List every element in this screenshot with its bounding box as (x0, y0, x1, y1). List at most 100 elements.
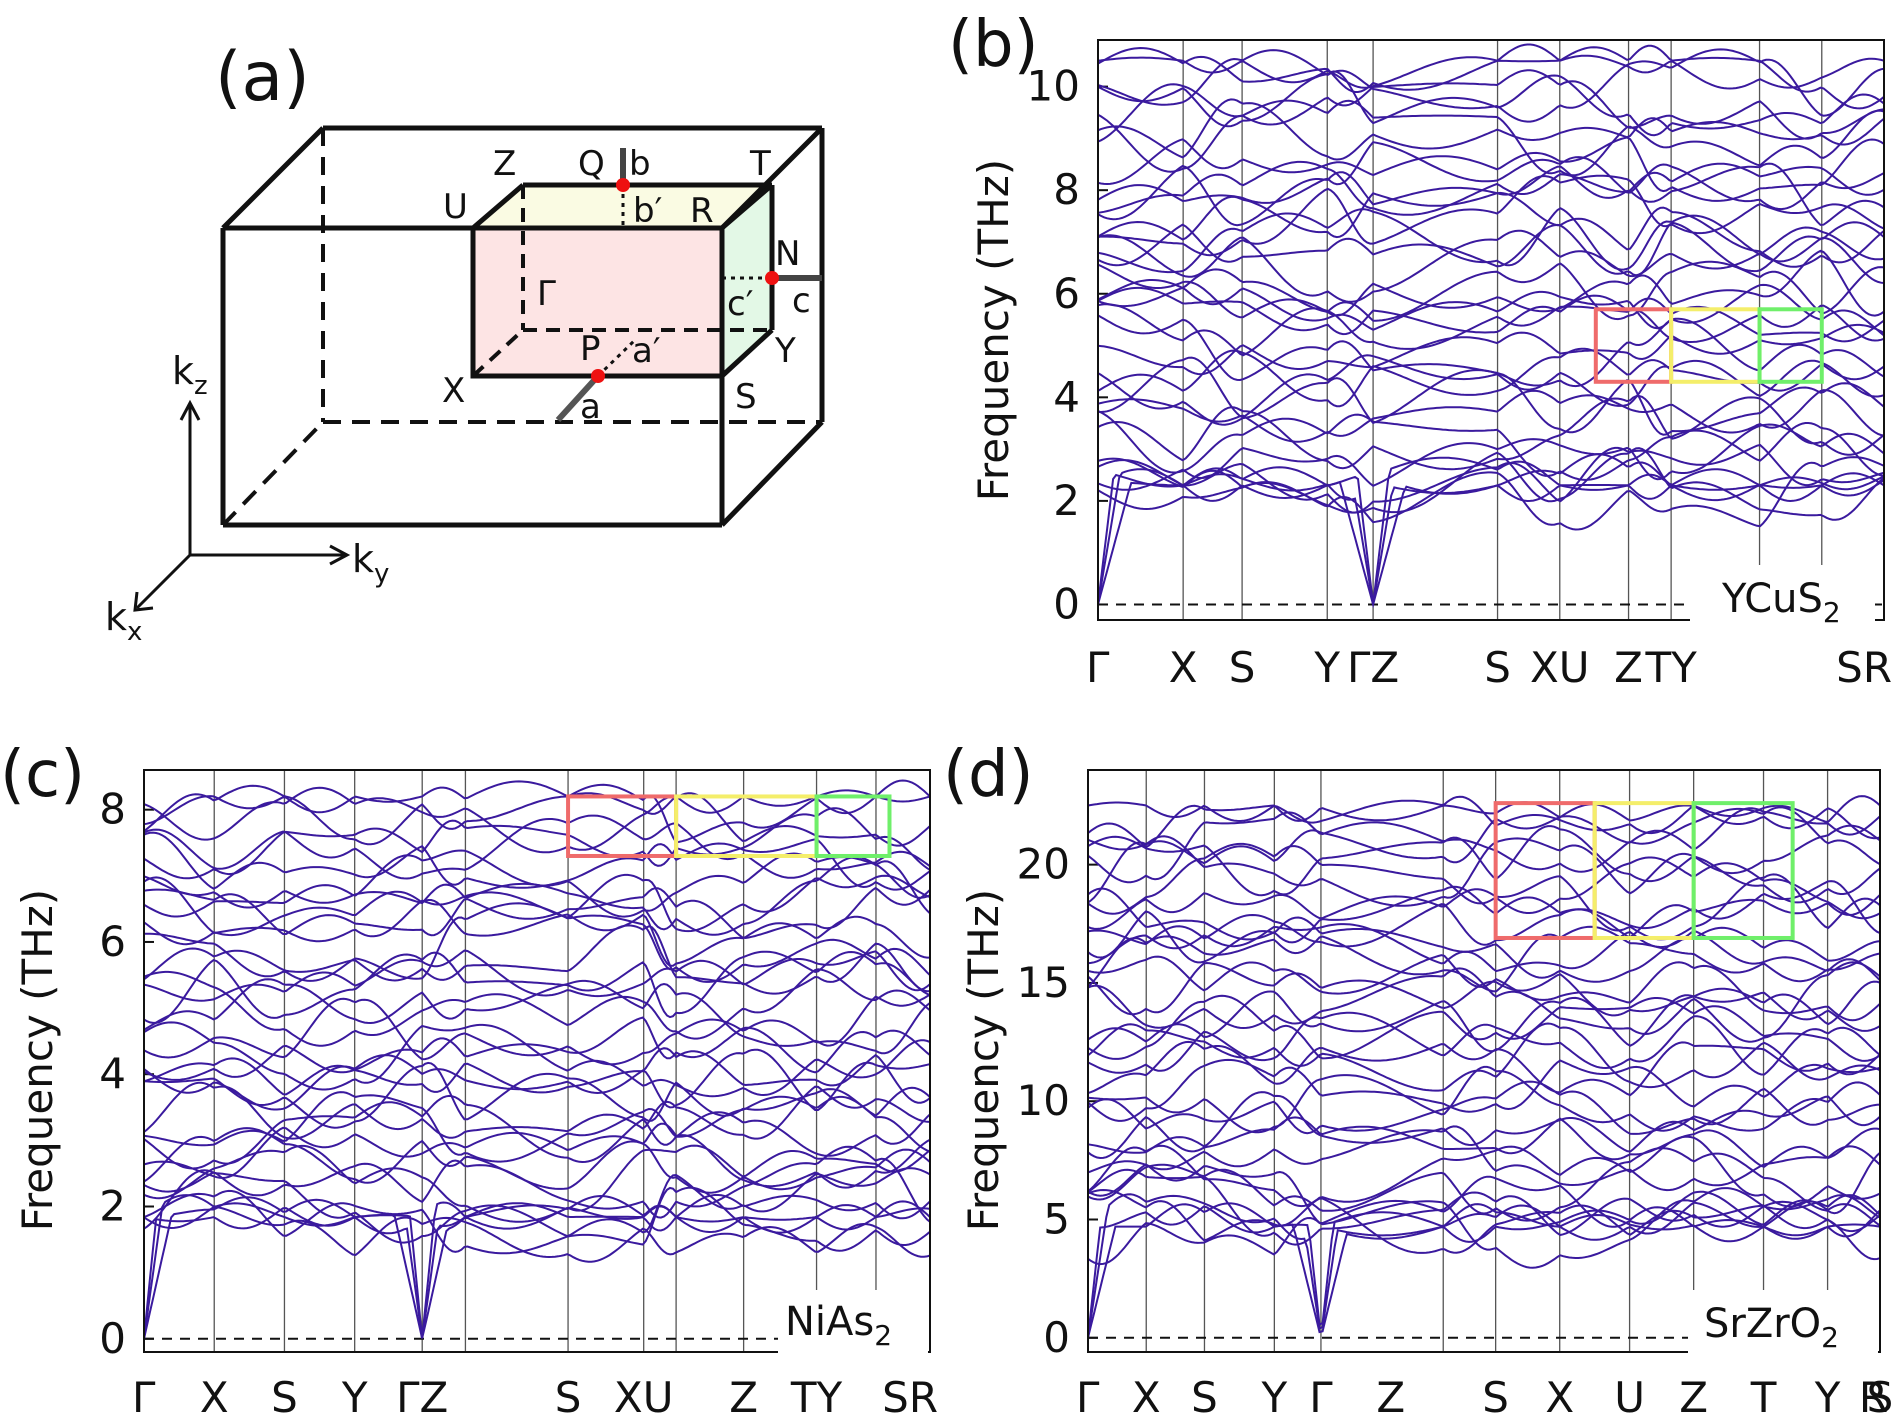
panel-b-band-35 (1097, 43, 1885, 90)
panel-b-band-4 (1097, 447, 1885, 521)
panel-c-band-34 (143, 783, 931, 846)
panel-d-band-19 (1087, 990, 1881, 1053)
panel-b-band-26 (1097, 160, 1885, 216)
panel-b-band-12 (1097, 347, 1885, 408)
panel-d-band-25 (1087, 910, 1881, 983)
panel-d-band-27 (1087, 880, 1881, 944)
panel-d-band-20 (1087, 961, 1881, 1043)
panel-c-ytick-label-3: 6 (99, 917, 126, 966)
panel-b-band-31 (1097, 69, 1885, 143)
panel-d-hs-label-5: Z (1376, 1373, 1405, 1419)
bz-label-u: U (443, 187, 468, 227)
panel-d-band-18 (1087, 994, 1881, 1062)
panel-d-band-24 (1087, 923, 1881, 982)
panel-d-hs-label-3: Y (1261, 1373, 1288, 1419)
panel-c-band-13 (143, 1061, 931, 1129)
panel-d-band-30 (1087, 835, 1881, 907)
panel-b-band-3 (1097, 456, 1885, 531)
panel-c-hs-label-4: ΓZ (396, 1373, 448, 1419)
panel-d-hs-label-13: R (1859, 1373, 1888, 1419)
panel-b-letter: (b) (948, 8, 1039, 82)
axis-label-kz: kz (172, 349, 208, 401)
bz-label-b-prime: b′ (633, 191, 662, 231)
panel-c-hs-label-0: Γ (132, 1373, 156, 1419)
inner-box (470, 182, 775, 379)
panel-d-band-22 (1087, 954, 1881, 1022)
panel-b-ytick-label-4: 8 (1053, 165, 1080, 214)
panel-c-ytick-label-2: 4 (99, 1049, 126, 1098)
panel-d-band-23 (1087, 925, 1881, 993)
panel-d-hs-label-11: Y (1814, 1373, 1841, 1419)
bz-label-z: Z (493, 144, 516, 184)
panel-c-hs-label-5: S (555, 1373, 582, 1419)
panel-c-band-0 (143, 1193, 931, 1340)
panel-d-band-10 (1087, 1115, 1881, 1168)
panel-c-band-16 (143, 1021, 931, 1098)
panel-d-hs-label-6: S (1482, 1373, 1509, 1419)
panel-b-band-18 (1097, 260, 1885, 322)
panel-c-hs-label-6: XU (614, 1373, 674, 1419)
panel-b-band-15 (1097, 297, 1885, 357)
panel-b-band-27 (1097, 141, 1885, 211)
panel-d-band-14 (1087, 1058, 1881, 1122)
panel-b-band-17 (1097, 283, 1885, 337)
panel-d-hs-label-10: T (1750, 1373, 1777, 1419)
bz-label-n: N (775, 234, 800, 274)
panel-c-band-3 (143, 1206, 931, 1263)
bz-label-s: S (735, 377, 757, 417)
panel-d-band-3 (1087, 1187, 1881, 1269)
panel-c-band-2 (143, 1200, 931, 1339)
bz-label-t: T (749, 144, 771, 184)
panel-d-highlight-green (1691, 801, 1795, 940)
panel-d-letter: (d) (943, 738, 1034, 812)
panel-b-band-32 (1097, 70, 1885, 137)
panel-b-band-25 (1097, 162, 1885, 227)
panel-c-band-8 (143, 1122, 931, 1190)
panel-c-band-20 (143, 968, 931, 1047)
panel-c-bands (143, 779, 931, 1340)
panel-d-hs-label-4: Γ (1309, 1373, 1333, 1419)
bz-label-r: R (690, 191, 714, 231)
panel-c-band-21 (143, 950, 931, 1024)
point-b-marker (616, 178, 630, 192)
axis-label-kx: kx (105, 595, 142, 647)
panel-c-band-22 (143, 949, 931, 1002)
panel-d-band-8 (1087, 1135, 1881, 1208)
panel-c-band-26 (143, 886, 931, 940)
panel-c-band-10 (143, 1094, 931, 1170)
panel-c-band-25 (143, 890, 930, 967)
panel-b-ytick-label-0: 0 (1053, 579, 1080, 628)
panel-c-band-23 (143, 924, 931, 995)
panel-b-band-34 (1097, 44, 1885, 110)
panel-b-band-7 (1097, 410, 1885, 481)
panel-b-ytick-label-1: 2 (1053, 476, 1080, 525)
panel-d-band-4 (1087, 1188, 1881, 1254)
panel-b-bands (1097, 43, 1885, 609)
panel-b-ylabel: Frequency (THz) (969, 159, 1018, 501)
panel-b-hs-label-0: Γ (1086, 643, 1110, 692)
panel-a-letter: (a) (215, 38, 310, 117)
bz-label-gamma: Γ (537, 274, 556, 314)
panel-b-ytick-label-2: 4 (1053, 372, 1080, 421)
panel-c-band-7 (143, 1144, 931, 1223)
panel-c-hs-label-7: Z (729, 1373, 758, 1419)
panel-c-hs-label-2: S (271, 1373, 298, 1419)
point-a-marker (591, 369, 605, 383)
panel-c-band-9 (143, 1126, 931, 1194)
panel-c-band-30 (143, 831, 931, 891)
bz-label-c: c (792, 281, 811, 321)
panel-d-band-26 (1087, 894, 1881, 948)
panel-b-hs-label-8: TY (1644, 643, 1697, 692)
panel-d-ytick-label-4: 20 (1017, 840, 1070, 889)
panel-b-band-11 (1097, 354, 1885, 419)
panel-b-hs-label-2: S (1229, 643, 1256, 692)
panel-c-band-35 (143, 779, 931, 826)
panel-c-hs-label-9: SR (882, 1373, 938, 1419)
panel-c-hs-label-8: TY (790, 1373, 843, 1419)
panel-b-band-13 (1097, 323, 1885, 376)
panel-c-hs-label-1: X (200, 1373, 229, 1419)
panel-b-band-1 (1097, 453, 1885, 605)
bz-label-q: Q (578, 144, 605, 184)
